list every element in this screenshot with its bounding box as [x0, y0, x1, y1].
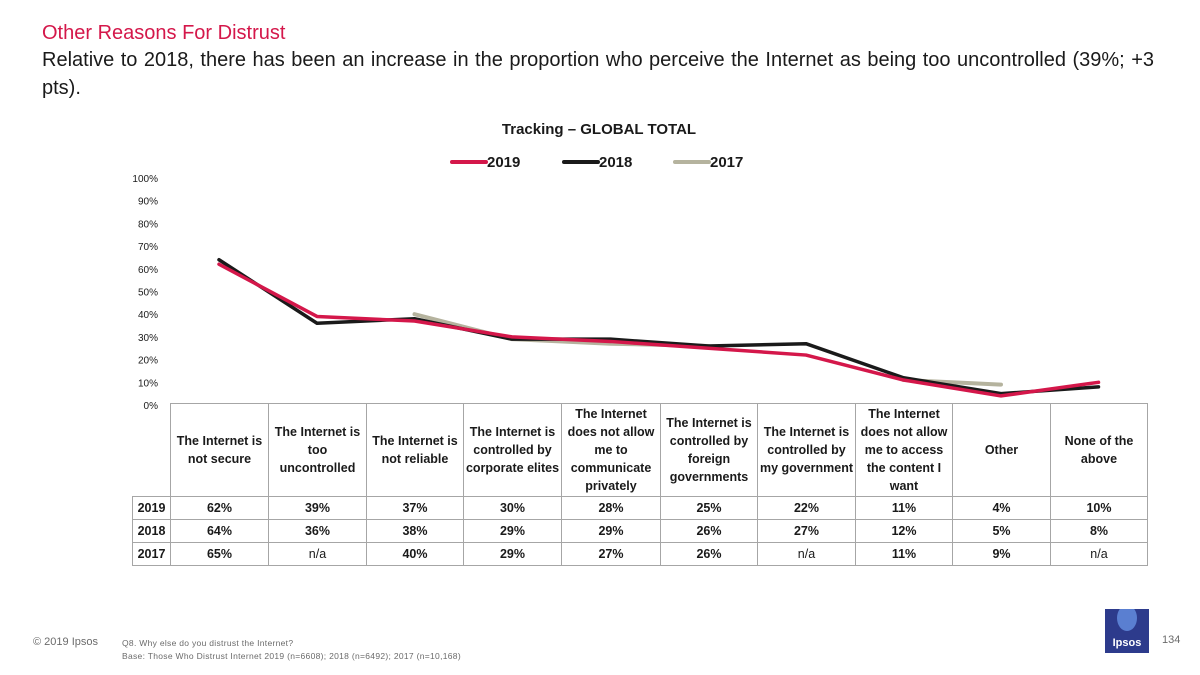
- y-axis: 0%10%20%30%40%50%60%70%80%90%100%: [132, 174, 158, 412]
- ipsos-logo: Ipsos: [1105, 609, 1149, 653]
- row-label: 2017: [132, 542, 171, 566]
- slide-subtitle: Relative to 2018, there has been an incr…: [42, 49, 1154, 99]
- category-label: The Internet is not secure: [170, 403, 269, 497]
- row-label: 2019: [132, 496, 171, 520]
- data-label: 26%: [660, 519, 758, 543]
- y-tick-label: 60%: [138, 265, 158, 276]
- data-label: 11%: [855, 542, 953, 566]
- logo-mark-icon: [1117, 609, 1137, 631]
- y-tick-label: 10%: [138, 378, 158, 389]
- y-tick-label: 100%: [132, 174, 158, 185]
- category-label: The Internet does not allow me to commun…: [561, 403, 661, 497]
- data-label: 27%: [757, 519, 856, 543]
- legend-label-2019: 2019: [487, 154, 520, 171]
- category-label: The Internet is not reliable: [366, 403, 464, 497]
- data-table: The Internet is not secure The Internet i…: [132, 403, 1148, 566]
- category-label: The Internet is controlled by foreign go…: [660, 403, 758, 497]
- y-tick-label: 70%: [138, 242, 158, 253]
- y-tick-label: 30%: [138, 333, 158, 344]
- legend-label-2017: 2017: [710, 154, 743, 171]
- table-row: 2018 64% 36% 38% 29% 29% 26% 27% 12% 5% 8%: [132, 519, 1148, 543]
- y-tick-label: 80%: [138, 219, 158, 230]
- legend-label-2018: 2018: [599, 154, 632, 171]
- data-label: 5%: [952, 519, 1051, 543]
- data-label: 11%: [855, 496, 953, 520]
- data-label: 30%: [463, 496, 562, 520]
- data-label: 25%: [660, 496, 758, 520]
- category-label: The Internet is too uncontrolled: [268, 403, 367, 497]
- data-label: 9%: [952, 542, 1051, 566]
- data-label: 28%: [561, 496, 661, 520]
- data-label: 39%: [268, 496, 367, 520]
- table-corner: [132, 403, 171, 497]
- data-label: 36%: [268, 519, 367, 543]
- y-tick-label: 20%: [138, 356, 158, 367]
- base-text: Base: Those Who Distrust Internet 2019 (…: [122, 651, 461, 661]
- data-label: 8%: [1050, 519, 1148, 543]
- data-label: 22%: [757, 496, 856, 520]
- y-tick-label: 50%: [138, 288, 158, 299]
- category-label: The Internet does not allow me to access…: [855, 403, 953, 497]
- data-label: 38%: [366, 519, 464, 543]
- logo-text: Ipsos: [1112, 637, 1142, 649]
- data-label: n/a: [1050, 542, 1148, 566]
- table-row: 2019 62% 39% 37% 30% 28% 25% 22% 11% 4% 10%: [132, 496, 1148, 520]
- series-lines: [217, 257, 1101, 398]
- chart-legend: 2019 2018 2017: [450, 154, 743, 171]
- row-label: 2018: [132, 519, 171, 543]
- footer-notes: Q8. Why else do you distrust the Interne…: [122, 637, 461, 663]
- data-label: 26%: [660, 542, 758, 566]
- table-row: 2017 65% n/a 40% 29% 27% 26% n/a 11% 9% n/a: [132, 542, 1148, 566]
- category-label: None of the above: [1050, 403, 1148, 497]
- data-label: n/a: [268, 542, 367, 566]
- y-tick-label: 90%: [138, 197, 158, 208]
- series-line-2018: [217, 257, 1101, 396]
- data-label: 40%: [366, 542, 464, 566]
- data-label: 62%: [170, 496, 269, 520]
- data-label: n/a: [757, 542, 856, 566]
- chart-title: Tracking – GLOBAL TOTAL: [502, 121, 696, 138]
- data-label: 10%: [1050, 496, 1148, 520]
- page-number: 134: [1162, 634, 1181, 646]
- question-text: Q8. Why else do you distrust the Interne…: [122, 638, 294, 648]
- data-label: 12%: [855, 519, 953, 543]
- copyright: © 2019 Ipsos: [33, 636, 98, 648]
- data-label: 29%: [463, 519, 562, 543]
- data-label: 29%: [561, 519, 661, 543]
- data-label: 4%: [952, 496, 1051, 520]
- data-label: 27%: [561, 542, 661, 566]
- data-label: 37%: [366, 496, 464, 520]
- category-label: The Internet is controlled by corporate …: [463, 403, 562, 497]
- data-label: 64%: [170, 519, 269, 543]
- slide-title: Other Reasons For Distrust: [42, 22, 286, 44]
- category-label: The Internet is controlled by my governm…: [757, 403, 856, 497]
- category-label: Other: [952, 403, 1051, 497]
- series-line-2019: [217, 262, 1101, 398]
- data-label: 29%: [463, 542, 562, 566]
- y-tick-label: 40%: [138, 310, 158, 321]
- data-label: 65%: [170, 542, 269, 566]
